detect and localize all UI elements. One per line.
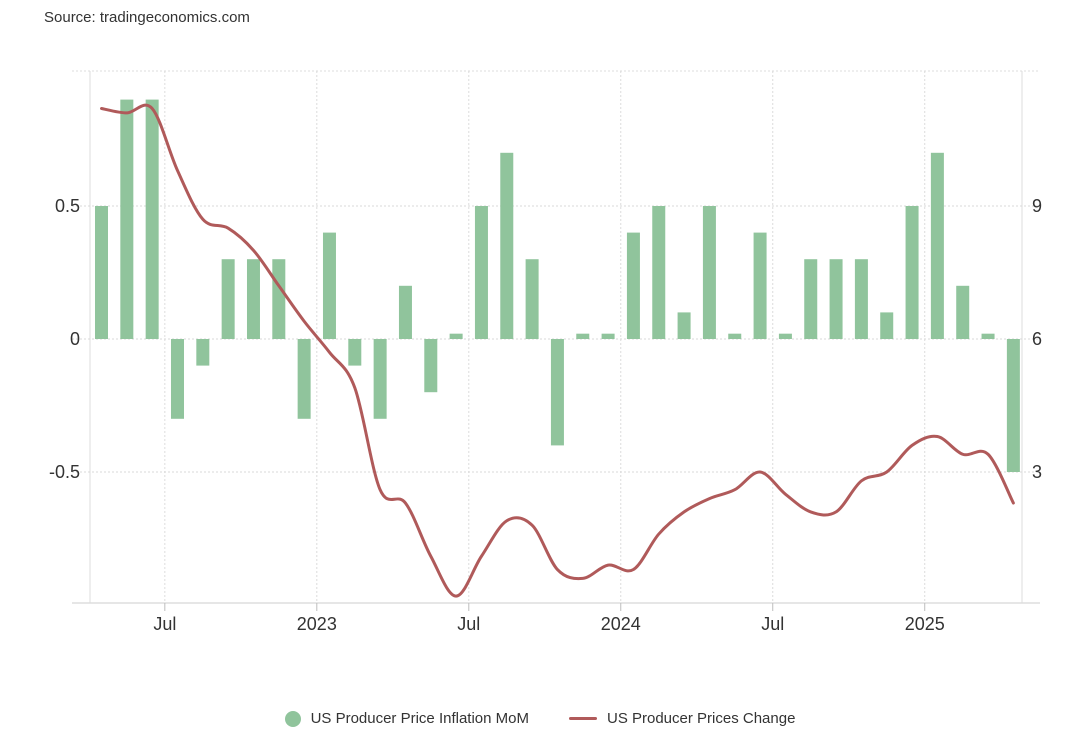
tick-labels: 0.5 0 -0.5 9 6 3 Jul 2023 Jul 2024 Jul 2025 bbox=[49, 196, 1042, 634]
x-tick-label: 2025 bbox=[905, 614, 945, 634]
bar bbox=[348, 339, 362, 366]
bar bbox=[829, 259, 843, 339]
bar bbox=[196, 339, 210, 366]
bar bbox=[880, 312, 894, 339]
y-right-tick-label: 3 bbox=[1032, 462, 1042, 482]
bar bbox=[221, 259, 235, 339]
legend-line-icon bbox=[568, 717, 597, 720]
bar bbox=[525, 259, 539, 339]
bar bbox=[753, 232, 767, 339]
chart-canvas: 0.5 0 -0.5 9 6 3 Jul 2023 Jul 2024 Jul 2025 bbox=[49, 70, 1042, 634]
bar bbox=[474, 206, 488, 339]
bar bbox=[576, 333, 590, 339]
bar bbox=[500, 152, 514, 339]
bar bbox=[398, 285, 412, 339]
bar bbox=[170, 339, 184, 419]
bar bbox=[550, 339, 564, 446]
bar bbox=[677, 312, 691, 339]
line-series bbox=[100, 103, 1015, 598]
bar bbox=[272, 259, 286, 339]
bar bbox=[905, 206, 919, 339]
bar bbox=[145, 99, 159, 339]
bar bbox=[804, 259, 818, 339]
y-right-tick-label: 9 bbox=[1032, 196, 1042, 216]
x-tick-label: 2023 bbox=[297, 614, 337, 634]
y-left-tick-label: 0.5 bbox=[55, 196, 80, 216]
bar bbox=[120, 99, 134, 339]
bar bbox=[322, 232, 336, 339]
bar bbox=[778, 333, 792, 339]
bar bbox=[297, 339, 311, 419]
x-tick-label: Jul bbox=[153, 614, 176, 634]
bar bbox=[854, 259, 868, 339]
bar bbox=[95, 206, 108, 339]
y-left-tick-label: 0 bbox=[70, 329, 80, 349]
legend-item-mom[interactable]: US Producer Price Inflation MoM bbox=[284, 710, 529, 727]
x-tick-label: Jul bbox=[457, 614, 480, 634]
bar bbox=[1006, 339, 1020, 472]
bar bbox=[601, 333, 615, 339]
legend-label-mom: US Producer Price Inflation MoM bbox=[310, 710, 529, 727]
bar bbox=[246, 259, 260, 339]
legend-item-change[interactable]: US Producer Prices Change bbox=[568, 710, 796, 727]
x-tick-label: 2024 bbox=[601, 614, 641, 634]
legend-label-change: US Producer Prices Change bbox=[606, 710, 796, 727]
bar bbox=[652, 206, 666, 339]
bar bbox=[728, 333, 742, 339]
bar bbox=[424, 339, 438, 393]
y-left-tick-label: -0.5 bbox=[49, 462, 80, 482]
source-label: Source: tradingeconomics.com bbox=[44, 9, 250, 26]
bar bbox=[956, 285, 970, 339]
bar bbox=[449, 333, 463, 339]
bar bbox=[626, 232, 640, 339]
producer-prices-change-line bbox=[100, 103, 1015, 598]
bar bbox=[373, 339, 387, 419]
legend-dot-icon bbox=[284, 710, 301, 727]
x-tick-label: Jul bbox=[761, 614, 784, 634]
bar bbox=[702, 206, 716, 339]
legend: US Producer Price Inflation MoM US Produ… bbox=[0, 710, 1080, 727]
bar bbox=[981, 333, 995, 339]
y-right-tick-label: 6 bbox=[1032, 329, 1042, 349]
bar bbox=[930, 152, 944, 339]
bar-series bbox=[95, 99, 1020, 472]
